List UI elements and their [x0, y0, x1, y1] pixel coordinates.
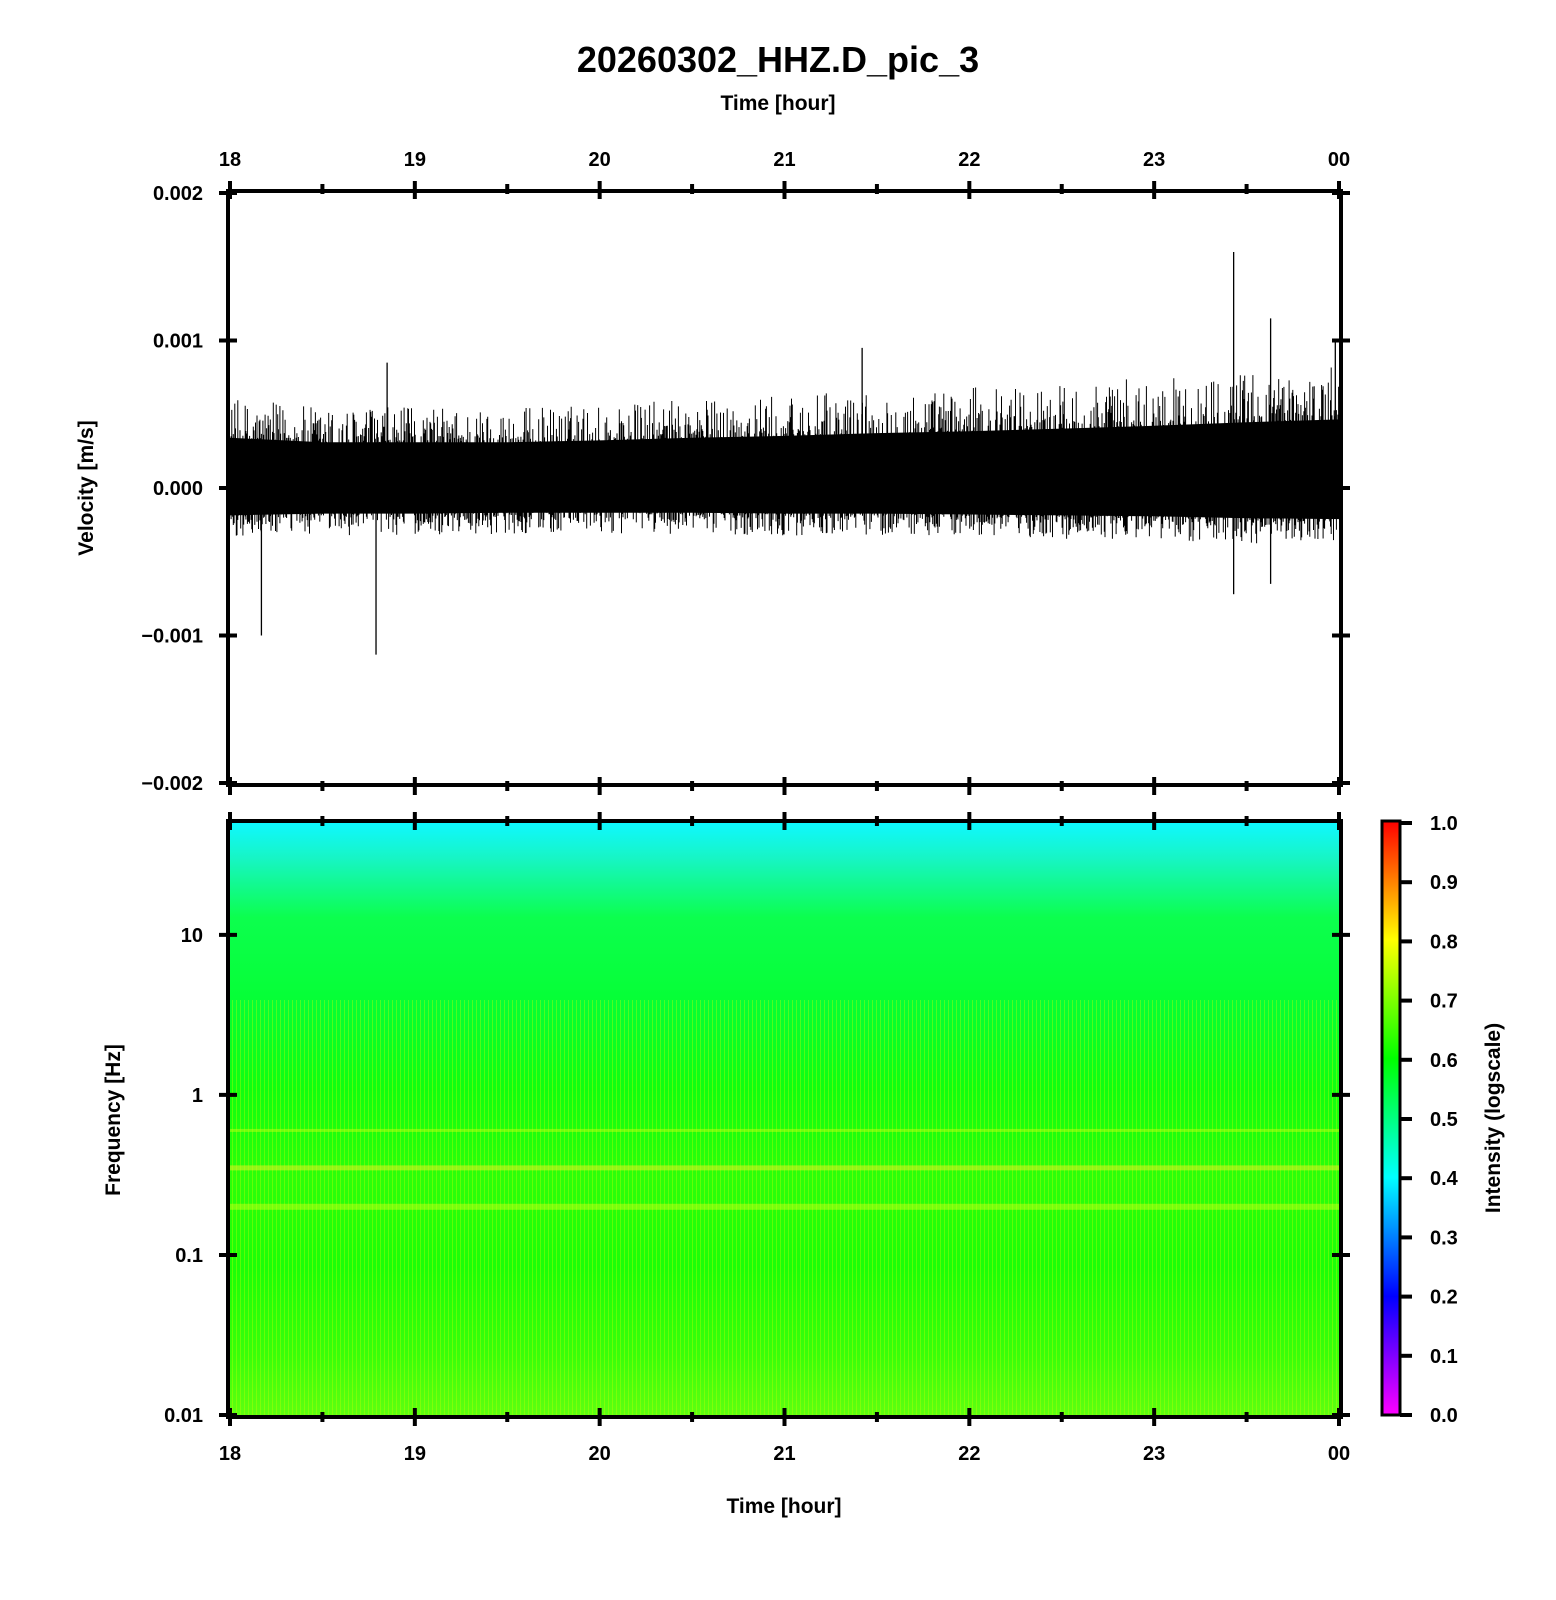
top-x-tick-label: 22: [958, 149, 980, 171]
colorbar: 1.0 0.9 0.8 0.7 0.6 0.5 0.4 0.3 0.2 0.1 0.0 Intens…: [1380, 813, 1505, 1427]
colorbar-tick-label: 0.3: [1430, 1227, 1458, 1249]
spectrogram-band: [230, 1203, 1339, 1210]
waveform-panel: 18 19 20 21 22 23 00 0.002 0.001 0.000 −0.001 −0.00…: [75, 149, 1350, 795]
spectrogram-y-tick-label: 10: [181, 925, 203, 947]
colorbar-tick-label: 0.6: [1430, 1050, 1458, 1072]
spectrogram-y-tick-label: 1: [192, 1085, 203, 1107]
spectrogram-band: [230, 1128, 1339, 1132]
spectrogram-band: [230, 1165, 1339, 1171]
colorbar-label: Intensity (logscale): [1482, 1023, 1505, 1213]
chart-title: 20260302_HHZ.D_pic_3: [577, 39, 979, 80]
top-x-tick-label: 20: [589, 149, 611, 171]
top-x-tick-label: 21: [773, 149, 795, 171]
spectrogram-y-tick-label: 0.01: [164, 1405, 203, 1427]
waveform-trace-group: [229, 252, 1340, 655]
top-x-tick-label: 18: [219, 149, 241, 171]
colorbar-tick-label: 0.4: [1430, 1168, 1459, 1190]
bottom-x-tick-label: 20: [589, 1443, 611, 1465]
bottom-x-tick-label: 22: [958, 1443, 980, 1465]
waveform-y-tick-label: 0.001: [153, 331, 203, 353]
top-x-tick-label: 19: [404, 149, 426, 171]
colorbar-tick-label: 0.0: [1430, 1405, 1458, 1427]
bottom-x-tick-label: 19: [404, 1443, 426, 1465]
colorbar-tick-label: 0.7: [1430, 991, 1458, 1013]
bottom-x-tick-label: 00: [1328, 1443, 1350, 1465]
bottom-x-tick-label: 21: [773, 1443, 795, 1465]
spectrogram-frame: [226, 819, 1343, 1419]
waveform-y-tick-label: −0.001: [141, 626, 203, 648]
colorbar-tick-label: 0.5: [1430, 1109, 1458, 1131]
top-x-axis-label: Time [hour]: [720, 92, 835, 115]
waveform-y-tick-label: 0.002: [153, 183, 203, 205]
bottom-x-tick-label: 23: [1143, 1443, 1165, 1465]
colorbar-tick-label: 0.8: [1430, 931, 1458, 953]
bottom-x-axis-label: Time [hour]: [726, 1495, 841, 1518]
bottom-x-tick-label: 18: [219, 1443, 241, 1465]
colorbar-ticks: 1.0 0.9 0.8 0.7 0.6 0.5 0.4 0.3 0.2 0.1 0.0: [1400, 813, 1459, 1427]
spectrogram-y-axis-label: Frequency [Hz]: [102, 1044, 125, 1196]
waveform-y-tick-label: −0.002: [141, 773, 203, 795]
waveform-y-tick-label: 0.000: [153, 478, 203, 500]
waveform-y-axis-label: Velocity [m/s]: [75, 420, 98, 555]
waveform-core-band: [230, 419, 1339, 520]
colorbar-gradient: [1380, 819, 1402, 1417]
colorbar-tick-label: 0.9: [1430, 872, 1458, 894]
waveform-frame: [226, 189, 1343, 787]
top-x-tick-label: 23: [1143, 149, 1165, 171]
colorbar-tick-label: 0.2: [1430, 1287, 1458, 1309]
spectrogram-y-tick-label: 0.1: [175, 1245, 203, 1267]
colorbar-tick-label: 0.1: [1430, 1346, 1458, 1368]
top-x-tick-label: 00: [1328, 149, 1350, 171]
spectrogram-bands: [230, 1128, 1339, 1210]
colorbar-tick-label: 1.0: [1430, 813, 1458, 835]
